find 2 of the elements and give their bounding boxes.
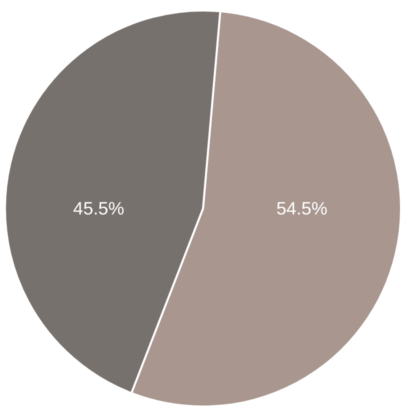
data-label: 45.5% bbox=[73, 198, 124, 218]
data-label: 54.5% bbox=[276, 198, 328, 218]
